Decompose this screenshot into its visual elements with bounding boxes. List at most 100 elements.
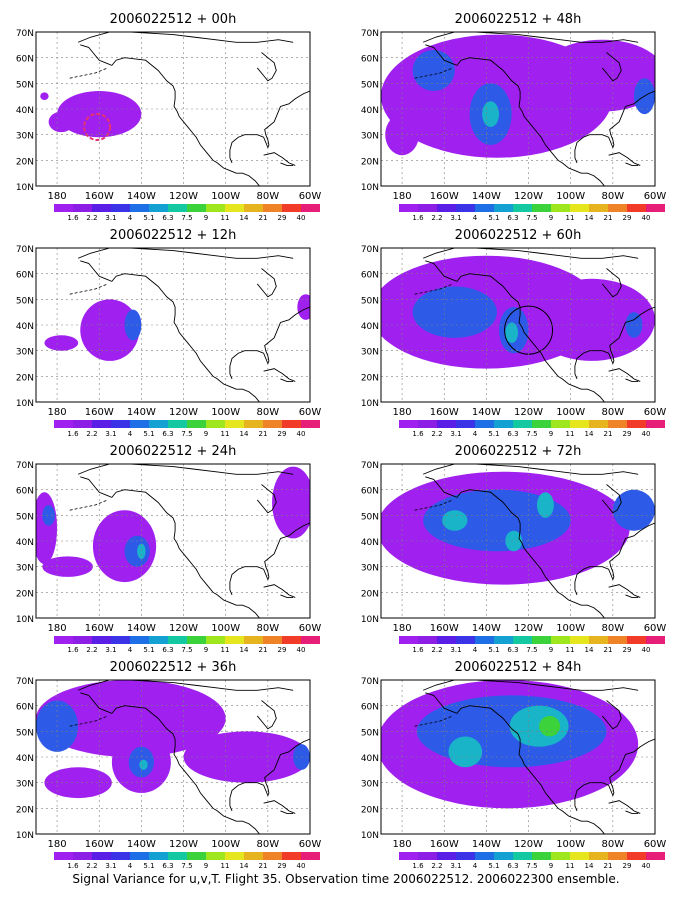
colorbar-label: 29 xyxy=(623,862,632,870)
lon-tick-label: 80W xyxy=(257,839,280,850)
colorbar-label: 40 xyxy=(642,430,651,438)
colorbar-label: 14 xyxy=(240,430,249,438)
map-panel-48h: 2006022512 + 48h 70N 60N 50N 40N 30N 20N 10N 180… xyxy=(361,12,667,222)
colorbar-label: 14 xyxy=(585,646,594,654)
lon-tick-label: 80W xyxy=(602,839,625,850)
colorbar-label: 9 xyxy=(204,430,208,438)
colorbar-label: 6.3 xyxy=(507,430,518,438)
map-frame xyxy=(380,463,656,619)
map-panel-36h: 2006022512 + 36h 70N 60N 50N 40N 30N 20N 10N 180… xyxy=(16,660,322,870)
lon-tick-label: 60W xyxy=(644,407,667,418)
variance-contour xyxy=(272,466,310,539)
lon-tick-label: 180 xyxy=(48,839,67,850)
lat-tick-label: 60N xyxy=(361,271,379,281)
colorbar-label: 4 xyxy=(473,430,478,438)
colorbar-swatch xyxy=(627,852,646,860)
colorbar-label: 9 xyxy=(549,214,553,222)
lon-tick-label: 60W xyxy=(644,191,667,202)
colorbar-swatch xyxy=(301,852,320,860)
panel-title: 2006022512 + 48h xyxy=(455,12,582,27)
lat-tick-label: 50N xyxy=(16,512,34,522)
coastline xyxy=(69,464,310,618)
colorbar-label: 6.3 xyxy=(507,862,518,870)
colorbar-swatch xyxy=(513,636,532,644)
colorbar-swatch xyxy=(130,636,149,644)
variance-contour xyxy=(442,510,468,531)
colorbar-swatch xyxy=(225,852,244,860)
colorbar-swatch xyxy=(494,420,513,428)
lon-tick-label: 120W xyxy=(514,407,543,418)
colorbar-swatch xyxy=(244,852,263,860)
coastline xyxy=(69,680,310,834)
map-panel-00h: 2006022512 + 00h 70N 60N 50N 40N 30N 20N 10N 180… xyxy=(16,12,322,222)
map-gridlines xyxy=(36,32,310,186)
lat-tick-label: 10N xyxy=(16,183,34,193)
colorbar: 1.6 2.2 3.1 4 5.1 6.3 7.5 9 11 14 21 29 40 xyxy=(54,636,320,654)
colorbar-swatch xyxy=(225,204,244,212)
colorbar-label: 7.5 xyxy=(181,430,192,438)
colorbar-label: 40 xyxy=(642,862,651,870)
colorbar-label: 2.2 xyxy=(431,214,442,222)
colorbar-label: 9 xyxy=(204,646,208,654)
colorbar-label: 4 xyxy=(128,214,133,222)
colorbar-label: 29 xyxy=(623,646,632,654)
lon-tick-label: 60W xyxy=(299,623,322,634)
variance-field xyxy=(36,680,310,799)
colorbar-label: 3.1 xyxy=(450,214,461,222)
colorbar-swatch xyxy=(225,420,244,428)
lon-tick-label: 120W xyxy=(514,623,543,634)
lon-tick-label: 160W xyxy=(430,839,459,850)
lat-tick-label: 20N xyxy=(361,157,379,167)
coastline xyxy=(414,464,655,618)
colorbar-swatch xyxy=(73,420,92,428)
lon-tick-label: 60W xyxy=(644,623,667,634)
lat-tick-label: 20N xyxy=(361,373,379,383)
colorbar-label: 7.5 xyxy=(181,862,192,870)
colorbar-swatch xyxy=(437,852,456,860)
colorbar-swatch xyxy=(570,204,589,212)
colorbar-swatch xyxy=(282,204,301,212)
map-frame xyxy=(380,31,656,187)
variance-contour xyxy=(423,489,571,552)
coastline xyxy=(69,248,310,402)
colorbar-label: 7.5 xyxy=(181,214,192,222)
colorbar-swatch xyxy=(399,636,418,644)
colorbar-label: 4 xyxy=(473,862,478,870)
colorbar: 1.6 2.2 3.1 4 5.1 6.3 7.5 9 11 14 21 29 40 xyxy=(54,852,320,870)
coastline xyxy=(414,32,655,186)
lon-tick-label: 120W xyxy=(514,191,543,202)
lon-tick-label: 180 xyxy=(393,407,412,418)
colorbar-swatch xyxy=(263,420,282,428)
variance-contour xyxy=(412,49,455,92)
colorbar-swatch xyxy=(456,636,475,644)
lat-tick-label: 20N xyxy=(361,805,379,815)
lon-tick-label: 180 xyxy=(48,623,67,634)
colorbar-label: 21 xyxy=(259,862,268,870)
colorbar-swatch xyxy=(646,636,665,644)
colorbar-swatch xyxy=(54,852,73,860)
colorbar-swatch xyxy=(73,204,92,212)
colorbar-label: 1.6 xyxy=(67,646,79,654)
colorbar-swatch xyxy=(494,204,513,212)
colorbar-label: 6.3 xyxy=(507,214,518,222)
lat-tick-label: 60N xyxy=(16,703,34,713)
colorbar-swatch xyxy=(149,636,168,644)
colorbar-label: 2.2 xyxy=(86,214,97,222)
colorbar-label: 40 xyxy=(642,646,651,654)
lon-tick-label: 180 xyxy=(48,407,67,418)
map-frame xyxy=(35,679,311,835)
colorbar-label: 29 xyxy=(623,214,632,222)
lon-tick-label: 140W xyxy=(127,839,156,850)
lon-tick-label: 160W xyxy=(430,407,459,418)
lat-tick-label: 30N xyxy=(16,132,34,142)
colorbar-label: 7.5 xyxy=(526,430,537,438)
colorbar-label: 11 xyxy=(221,646,230,654)
colorbar-swatch xyxy=(513,852,532,860)
lat-tick-label: 60N xyxy=(16,487,34,497)
map-gridlines xyxy=(36,248,310,402)
lat-tick-label: 10N xyxy=(361,831,379,841)
colorbar-swatch xyxy=(206,204,225,212)
colorbar-label: 40 xyxy=(297,862,306,870)
lat-tick-label: 60N xyxy=(16,55,34,65)
lat-tick-label: 40N xyxy=(361,538,379,548)
